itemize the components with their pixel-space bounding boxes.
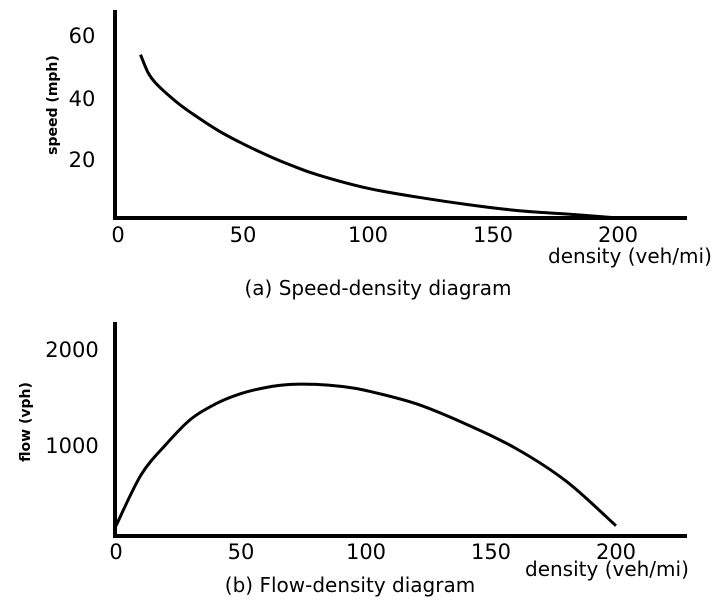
chart-b-x-axis-label: density (veh/mi) <box>525 557 689 581</box>
chart-a-y-tick-label: 40 <box>69 87 96 111</box>
chart-a-x-tick-label: 100 <box>348 223 388 247</box>
chart-a-x-tick-label: 150 <box>473 223 513 247</box>
chart-a-x-tick-label: 0 <box>111 223 124 247</box>
chart-b-x-tick-label: 150 <box>471 540 511 564</box>
chart-b-series-line <box>114 382 617 527</box>
chart-a-y-tick-label: 60 <box>69 24 96 48</box>
chart-b-x-tick-label: 0 <box>109 540 122 564</box>
chart-b-x-tick-label: 100 <box>346 540 386 564</box>
chart-b-caption: (b) Flow-density diagram <box>225 573 475 597</box>
chart-a-x-axis-label: density (veh/mi) <box>548 244 712 268</box>
chart-b-y-axis-label: flow (vph) <box>18 382 34 462</box>
chart-a-caption: (a) Speed-density diagram <box>245 276 512 300</box>
chart-b-y-tick-label: 2000 <box>45 338 98 362</box>
flow-density-chart: 2000 1000 0 50 100 150 200 flow (vph) de… <box>18 322 689 597</box>
chart-b-x-tick-label: 200 <box>596 540 636 564</box>
chart-a-y-axis-label: speed (mph) <box>45 55 61 155</box>
chart-a-x-tick-label: 200 <box>598 223 638 247</box>
chart-a-series-line <box>139 54 619 220</box>
chart-a-y-tick-label: 20 <box>69 148 96 172</box>
chart-a-x-tick-label: 50 <box>230 223 257 247</box>
speed-density-chart: 60 40 20 0 50 100 150 200 speed (mph) de… <box>45 10 712 300</box>
chart-b-x-tick-label: 50 <box>228 540 255 564</box>
chart-b-y-tick-label: 1000 <box>45 434 98 458</box>
